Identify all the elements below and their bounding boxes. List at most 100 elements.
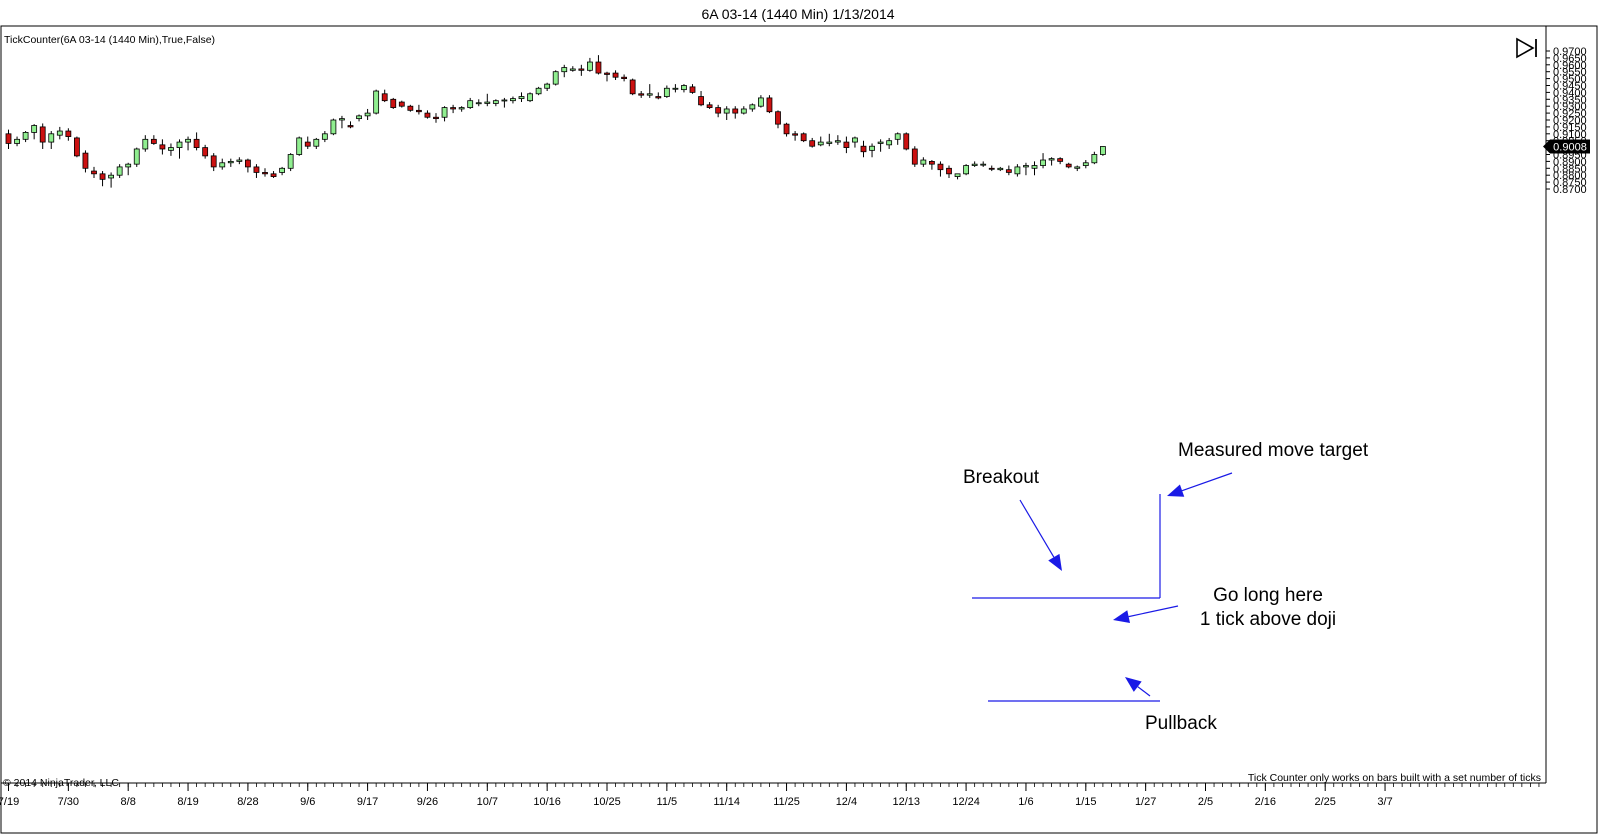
candle-body [74,137,80,157]
candle-body [159,144,166,150]
candle-body [758,97,764,107]
candle-body [1040,159,1046,166]
candle-body [116,166,123,176]
y-tick-label: 0.9350 [1553,94,1587,106]
arrow-shaft [1181,472,1233,492]
chart-frame [0,25,1598,834]
y-tick-label: 0.9550 [1553,67,1587,79]
candle-body [176,141,183,149]
candle [467,97,474,109]
play-icon[interactable] [1514,37,1540,59]
candle-body [663,87,670,97]
candle [852,136,858,148]
candle [270,171,277,178]
candle-body [321,133,328,140]
candle [715,104,722,118]
candle-body [398,101,405,107]
candle [886,137,893,149]
candle-body [903,133,910,150]
candle [775,110,781,129]
candle-body [783,123,790,135]
x-axis: 7/19 7/30 8/8 8/19 8/28 9/6 9/17 9/26 10/7 10/16 1… [0,783,1540,808]
candle-body [766,97,773,113]
candle [219,158,226,170]
candle-body [48,133,55,143]
candle [621,74,627,82]
candle [663,85,670,98]
candle-body [433,116,439,120]
copyright-label: © 2014 NinjaTrader, LLC [3,777,119,789]
candle-body [150,138,157,144]
candle-body [1057,158,1064,162]
y-axis: 0.97000.96500.96000.95500.95000.94500.94… [1546,46,1587,196]
candle-body [655,96,662,99]
candle-body [253,166,260,173]
candle [501,97,508,108]
candle [595,55,602,75]
candle [287,153,294,172]
candle-body [732,108,739,114]
candle [792,131,798,141]
candle-body [484,101,491,104]
candle [698,91,704,107]
candle-body [749,104,756,110]
candle-body [646,93,653,96]
candle [1074,165,1081,172]
last-price-marker: 0.9008 [1543,139,1590,154]
candle-body [920,159,927,165]
candle-body [1065,163,1072,168]
annotations: Breakout Measured move target Go long here… [963,440,1369,734]
candle [65,128,72,141]
candle-body [424,112,431,118]
candle [356,114,362,122]
candle-body [279,167,286,173]
candle [1065,162,1072,169]
y-tick-label: 0.9300 [1553,101,1587,113]
candle-body [1048,158,1055,161]
candle-body [954,173,961,177]
candle-body [458,107,465,110]
candle [911,146,918,167]
candle [723,106,730,120]
candle-body [911,148,918,165]
x-tick-label: 2/25 [1314,796,1335,808]
candle [244,158,251,173]
candle [929,160,935,170]
y-tick-label: 0.9100 [1553,129,1587,141]
candle [569,66,576,72]
candle-body [834,140,841,143]
candle [390,97,397,109]
candle [604,71,610,82]
candle [826,133,833,147]
candle-body [185,138,191,143]
x-tick-label: 9/17 [357,796,378,808]
candle [578,64,585,76]
candle [91,166,97,178]
candle-body [441,107,448,118]
candle [544,82,551,92]
candle-body [5,133,12,144]
candle-body [450,107,457,110]
candle-body [244,159,251,168]
candle-body [852,137,858,143]
candle-body [587,61,593,71]
candle [150,135,157,145]
candle [56,126,63,140]
candle [766,95,773,114]
candle [458,106,465,112]
candle-body [210,155,217,168]
candle [176,139,183,159]
candle [125,162,132,176]
x-tick-label: 11/14 [713,796,740,808]
candle [997,166,1004,172]
candle-body [510,98,516,102]
candle-body [552,71,559,85]
x-tick-label: 9/6 [300,796,315,808]
candle [1005,165,1012,176]
candle-body [894,133,901,140]
candle [843,136,850,154]
candle [587,57,593,72]
candle-body [227,160,234,164]
x-tick-label: 2/5 [1198,796,1213,808]
